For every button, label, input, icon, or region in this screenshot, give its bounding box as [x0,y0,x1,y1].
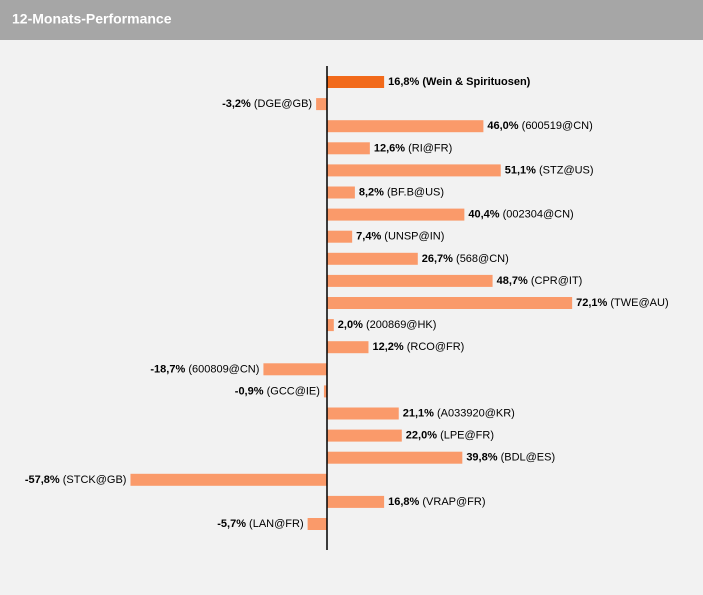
category-label: (STZ@US) [539,164,594,176]
bar-label: 21,1% (A033920@KR) [403,407,515,419]
bar-label: 48,7% (CPR@IT) [497,275,583,287]
bar [316,98,327,111]
bar [327,407,399,420]
category-label: (Wein & Spirituosen) [422,76,530,88]
value-label: 21,1% [403,407,434,419]
category-label: (200869@HK) [366,319,436,331]
value-label: 48,7% [497,275,528,287]
bar [323,385,327,398]
bar [327,230,353,243]
value-label: -5,7% [217,518,246,530]
bar-label: -18,7% (600809@CN) [150,363,259,375]
value-label: 40,4% [468,209,499,221]
bar [327,252,418,265]
value-label: 12,6% [374,142,405,154]
bar [327,120,484,133]
category-label: (CPR@IT) [531,275,583,287]
value-label: 51,1% [505,164,536,176]
value-label: 72,1% [576,297,607,309]
category-label: (STCK@GB) [63,474,127,486]
bar-label: -0,9% (GCC@IE) [235,385,320,397]
bar [327,186,355,199]
category-label: (RI@FR) [408,142,452,154]
bar [327,319,334,332]
bar-label: 51,1% (STZ@US) [505,164,594,176]
value-label: 12,2% [372,341,403,353]
category-label: (568@CN) [456,253,509,265]
bar-label: -57,8% (STCK@GB) [25,474,127,486]
bar [327,297,573,309]
category-label: (600809@CN) [188,363,259,375]
bar-label: 40,4% (002304@CN) [468,209,573,221]
value-label: 22,0% [406,430,437,442]
bar [327,451,463,464]
bar-label: 26,7% (568@CN) [422,253,509,265]
bar [327,76,385,88]
value-label: 7,4% [356,231,381,243]
bar [327,429,402,442]
category-label: (TWE@AU) [610,297,668,309]
value-label: 16,8% [388,496,419,508]
bar-label: 46,0% (600519@CN) [487,120,592,132]
category-label: (A033920@KR) [437,407,515,419]
category-label: (002304@CN) [503,209,574,221]
bar [327,341,369,354]
bar-label: 22,0% (LPE@FR) [406,430,494,442]
bar [327,142,370,155]
category-label: (LAN@FR) [249,518,304,530]
bar-label: 16,8% (Wein & Spirituosen) [388,76,531,88]
category-label: (VRAP@FR) [422,496,485,508]
chart-title: 12-Monats-Performance [12,11,172,27]
value-label: -57,8% [25,474,60,486]
bar-label: 12,2% (RCO@FR) [372,341,464,353]
category-label: (GCC@IE) [267,385,320,397]
value-label: 46,0% [487,120,518,132]
value-label: 26,7% [422,253,453,265]
bar-label: 7,4% (UNSP@IN) [356,231,444,243]
bar [130,473,327,486]
header [0,0,703,40]
bar [307,518,327,530]
bar [327,208,465,221]
value-label: -18,7% [150,363,185,375]
bar [327,274,493,287]
category-label: (RCO@FR) [407,341,465,353]
value-label: -0,9% [235,385,264,397]
category-label: (UNSP@IN) [384,231,444,243]
category-label: (DGE@GB) [254,98,312,110]
bar-label: 39,8% (BDL@ES) [466,452,555,464]
bar-label: 12,6% (RI@FR) [374,142,452,154]
bar-label: 72,1% (TWE@AU) [576,297,668,309]
category-label: (LPE@FR) [440,430,494,442]
category-label: (BF.B@US) [387,186,444,198]
category-label: (600519@CN) [522,120,593,132]
value-label: 39,8% [466,452,497,464]
bar-label: 2,0% (200869@HK) [338,319,437,331]
category-label: (BDL@ES) [501,452,556,464]
bar-label: -5,7% (LAN@FR) [217,518,303,530]
value-label: 8,2% [359,186,384,198]
value-label: 2,0% [338,319,363,331]
bar [327,164,501,177]
bar-label: 8,2% (BF.B@US) [359,186,444,198]
value-label: -3,2% [222,98,251,110]
bar [263,363,327,376]
bar-label: -3,2% (DGE@GB) [222,98,312,110]
bar [327,495,385,508]
bar-label: 16,8% (VRAP@FR) [388,496,485,508]
value-label: 16,8% [388,76,419,88]
